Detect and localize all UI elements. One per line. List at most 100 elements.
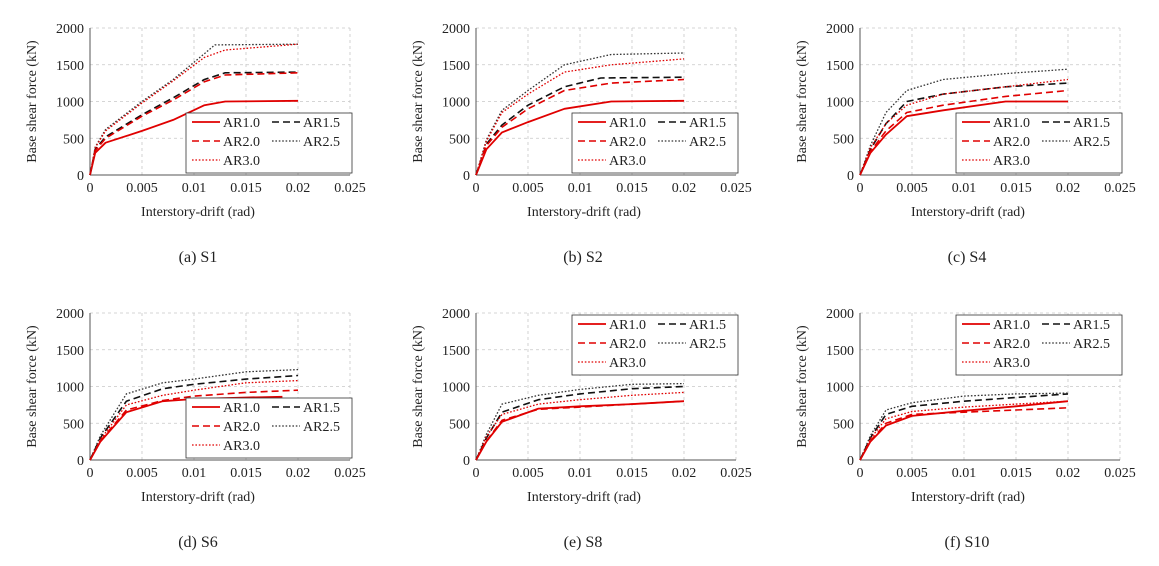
chart-panel: 0 0.005 0.01 0.015 0.02 0.025 0 500 1000 1500 2000…	[795, 22, 1136, 266]
legend-label: AR1.0	[223, 401, 260, 416]
y-tick-label: 2000	[442, 307, 470, 322]
series-line-ar2-5	[89, 368, 299, 461]
x-tick-label: 0.02	[286, 466, 311, 481]
legend-label: AR2.5	[303, 135, 340, 150]
legend-label: AR1.0	[609, 116, 646, 131]
x-tick-label: 0.01	[952, 466, 977, 481]
series-line-ar3-0	[475, 391, 685, 461]
y-tick-label: 2000	[56, 307, 84, 322]
x-tick-label: 0	[857, 466, 864, 481]
legend-label: AR1.0	[609, 318, 646, 333]
legend-label: AR2.0	[223, 420, 260, 435]
x-tick-label: 0	[857, 181, 864, 196]
legend-box	[955, 314, 1123, 376]
y-axis-title: Base shear force (kN)	[795, 325, 810, 448]
subfigure-caption: (a) S1	[179, 249, 218, 266]
y-tick-label: 0	[463, 169, 470, 184]
legend-label: AR3.0	[993, 154, 1030, 169]
x-tick-label: 0.025	[720, 181, 752, 196]
chart-panel: 0 0.005 0.01 0.015 0.02 0.025 0 500 1000 1500 2000…	[25, 307, 366, 551]
y-tick-label: 1000	[442, 381, 470, 396]
legend-label: AR3.0	[223, 154, 260, 169]
series-line-ar3-0	[859, 78, 1069, 176]
x-tick-label: 0	[87, 181, 94, 196]
y-tick-label: 0	[847, 454, 854, 469]
legend-label: AR2.0	[993, 135, 1030, 150]
y-tick-label: 0	[77, 169, 84, 184]
y-tick-label: 500	[833, 417, 854, 432]
series-line-ar1-5	[475, 76, 685, 176]
x-axis-title: Interstory-drift (rad)	[527, 205, 641, 220]
x-tick-label: 0.01	[182, 181, 207, 196]
x-tick-label: 0	[473, 181, 480, 196]
legend-box	[571, 314, 739, 376]
series-line-ar3-0	[859, 400, 1069, 461]
x-tick-label: 0.015	[230, 181, 262, 196]
y-tick-label: 1000	[826, 96, 854, 111]
series-line-ar3-0	[89, 43, 299, 176]
x-tick-label: 0.015	[1000, 181, 1032, 196]
x-tick-label: 0.01	[182, 466, 207, 481]
y-tick-label: 2000	[826, 22, 854, 37]
y-tick-label: 1500	[56, 59, 84, 74]
legend-label: AR1.0	[223, 116, 260, 131]
x-tick-label: 0.02	[672, 181, 697, 196]
y-tick-label: 1500	[442, 344, 470, 359]
x-tick-label: 0.005	[896, 181, 928, 196]
legend-label: AR1.5	[689, 318, 726, 333]
x-axis-title: Interstory-drift (rad)	[141, 490, 255, 505]
y-tick-label: 2000	[56, 22, 84, 37]
y-tick-label: 500	[63, 132, 84, 147]
series-line-ar3-0	[89, 379, 299, 461]
x-tick-label: 0	[87, 466, 94, 481]
series-line-ar3-0	[475, 58, 685, 176]
legend-label: AR1.0	[993, 116, 1030, 131]
x-tick-label: 0.015	[616, 181, 648, 196]
legend-label: AR1.0	[993, 318, 1030, 333]
y-axis-title: Base shear force (kN)	[795, 40, 810, 163]
legend-label: AR2.0	[609, 337, 646, 352]
series-line-ar2-0	[89, 389, 299, 461]
series-line-ar2-0	[89, 72, 299, 176]
subfigure-caption: (c) S4	[948, 249, 987, 266]
legend-label: AR3.0	[609, 356, 646, 371]
x-axis-title: Interstory-drift (rad)	[141, 205, 255, 220]
legend-label: AR1.5	[303, 116, 340, 131]
legend-box	[571, 112, 739, 174]
x-tick-label: 0.025	[334, 466, 366, 481]
y-tick-label: 500	[449, 132, 470, 147]
series-line-ar1-0	[89, 99, 299, 176]
series-line-ar1-5	[89, 374, 299, 461]
x-tick-label: 0.005	[126, 466, 158, 481]
x-tick-label: 0.005	[896, 466, 928, 481]
y-tick-label: 2000	[826, 307, 854, 322]
series-line-ar1-0	[475, 99, 685, 176]
y-tick-label: 2000	[442, 22, 470, 37]
x-tick-label: 0.02	[1056, 181, 1081, 196]
y-tick-label: 0	[77, 454, 84, 469]
x-tick-label: 0.005	[512, 466, 544, 481]
y-tick-label: 1500	[56, 344, 84, 359]
y-tick-label: 500	[449, 417, 470, 432]
series-line-ar2-5	[475, 52, 685, 176]
y-tick-label: 1000	[56, 96, 84, 111]
legend-box	[185, 397, 353, 459]
y-axis-title: Base shear force (kN)	[25, 40, 40, 163]
x-tick-label: 0.005	[512, 181, 544, 196]
series-line-ar1-5	[89, 71, 299, 176]
subfigure-caption: (d) S6	[178, 534, 218, 551]
y-tick-label: 0	[847, 169, 854, 184]
y-tick-label: 500	[63, 417, 84, 432]
legend-label: AR1.5	[1073, 318, 1110, 333]
series-line-ar2-5	[859, 392, 1069, 461]
y-tick-label: 500	[833, 132, 854, 147]
y-tick-label: 0	[463, 454, 470, 469]
series-line-ar2-0	[859, 89, 1069, 176]
legend-label: AR2.5	[1073, 337, 1110, 352]
chart-panel: 0 0.005 0.01 0.015 0.02 0.025 0 500 1000 1500 2000…	[25, 22, 366, 266]
chart-panel: 0 0.005 0.01 0.015 0.02 0.025 0 500 1000 1500 2000…	[411, 307, 752, 551]
y-axis-title: Base shear force (kN)	[25, 325, 40, 448]
x-tick-label: 0.01	[568, 181, 593, 196]
legend-label: AR2.0	[223, 135, 260, 150]
legend-label: AR3.0	[609, 154, 646, 169]
